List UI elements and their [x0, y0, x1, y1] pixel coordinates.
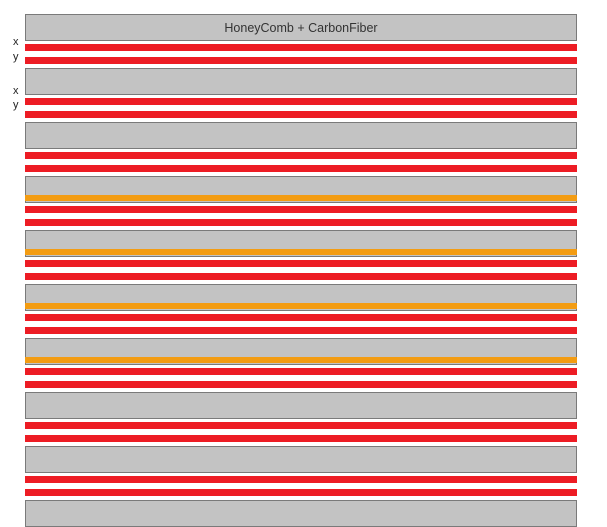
- carbon-fiber-ply: [25, 57, 577, 64]
- carbon-fiber-ply: [25, 422, 577, 429]
- carbon-fiber-ply: [25, 368, 577, 375]
- axis-label-x: x: [13, 36, 19, 48]
- carbon-fiber-ply: [25, 44, 577, 51]
- carbon-fiber-ply: [25, 489, 577, 496]
- axis-label-y: y: [13, 51, 19, 63]
- carbon-fiber-ply: [25, 273, 577, 280]
- carbon-fiber-ply: [25, 206, 577, 213]
- honeycomb-core-layer: [25, 14, 577, 41]
- honeycomb-core-layer: [25, 122, 577, 149]
- carbon-fiber-ply: [25, 111, 577, 118]
- orange-ply-layer: [25, 357, 577, 363]
- carbon-fiber-ply: [25, 165, 577, 172]
- carbon-fiber-ply: [25, 476, 577, 483]
- carbon-fiber-ply: [25, 260, 577, 267]
- layer-stack-diagram: [25, 14, 577, 527]
- carbon-fiber-ply: [25, 152, 577, 159]
- orange-ply-layer: [25, 249, 577, 255]
- carbon-fiber-ply: [25, 327, 577, 334]
- honeycomb-core-layer: [25, 392, 577, 419]
- honeycomb-core-layer: [25, 446, 577, 473]
- carbon-fiber-ply: [25, 314, 577, 321]
- honeycomb-core-layer: [25, 68, 577, 95]
- honeycomb-core-layer: [25, 500, 577, 527]
- carbon-fiber-ply: [25, 98, 577, 105]
- orange-ply-layer: [25, 303, 577, 309]
- carbon-fiber-ply: [25, 219, 577, 226]
- axis-label-y: y: [13, 99, 19, 111]
- carbon-fiber-ply: [25, 381, 577, 388]
- carbon-fiber-ply: [25, 435, 577, 442]
- axis-label-x: x: [13, 85, 19, 97]
- orange-ply-layer: [25, 195, 577, 201]
